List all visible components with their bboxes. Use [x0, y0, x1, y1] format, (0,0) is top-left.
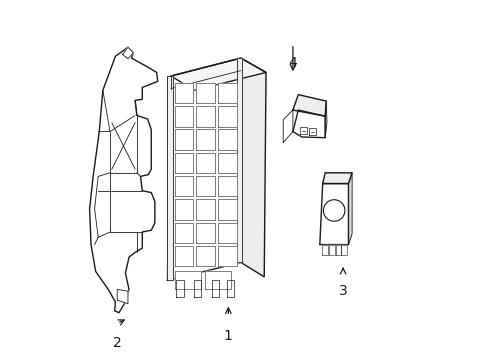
Polygon shape: [341, 244, 346, 255]
Polygon shape: [196, 199, 214, 220]
Polygon shape: [226, 280, 233, 297]
Polygon shape: [176, 280, 183, 297]
Polygon shape: [300, 127, 306, 134]
Polygon shape: [174, 271, 201, 289]
Polygon shape: [196, 176, 214, 197]
Polygon shape: [174, 199, 192, 220]
Polygon shape: [329, 244, 335, 255]
Polygon shape: [322, 244, 327, 255]
Polygon shape: [167, 58, 241, 280]
Polygon shape: [174, 246, 192, 266]
Text: 4: 4: [288, 56, 297, 70]
Polygon shape: [218, 83, 236, 103]
Polygon shape: [218, 130, 236, 150]
Polygon shape: [167, 76, 172, 280]
Polygon shape: [89, 47, 158, 313]
Polygon shape: [171, 58, 265, 90]
Polygon shape: [122, 47, 133, 59]
Polygon shape: [218, 106, 236, 127]
Polygon shape: [237, 58, 242, 262]
Polygon shape: [322, 173, 351, 184]
Polygon shape: [174, 153, 192, 173]
Polygon shape: [241, 58, 265, 277]
Polygon shape: [174, 83, 192, 103]
Polygon shape: [174, 176, 192, 197]
Polygon shape: [196, 153, 214, 173]
Polygon shape: [292, 110, 325, 138]
Polygon shape: [218, 176, 236, 197]
Polygon shape: [218, 199, 236, 220]
Polygon shape: [218, 246, 236, 266]
Polygon shape: [308, 128, 315, 135]
Polygon shape: [325, 101, 326, 138]
Polygon shape: [218, 223, 236, 243]
Polygon shape: [212, 280, 219, 297]
Polygon shape: [196, 246, 214, 266]
Polygon shape: [292, 95, 325, 116]
Polygon shape: [196, 106, 214, 127]
Text: 3: 3: [338, 284, 347, 298]
Polygon shape: [196, 130, 214, 150]
Polygon shape: [283, 110, 292, 142]
Polygon shape: [196, 223, 214, 243]
Polygon shape: [174, 223, 192, 243]
Polygon shape: [218, 153, 236, 173]
Polygon shape: [117, 289, 128, 304]
Polygon shape: [335, 244, 341, 255]
Polygon shape: [174, 106, 192, 127]
Polygon shape: [196, 83, 214, 103]
Polygon shape: [205, 271, 231, 289]
Text: 1: 1: [224, 329, 232, 343]
Text: 2: 2: [113, 336, 122, 350]
Polygon shape: [348, 173, 351, 244]
Polygon shape: [174, 130, 192, 150]
Polygon shape: [194, 280, 201, 297]
Polygon shape: [319, 184, 348, 244]
